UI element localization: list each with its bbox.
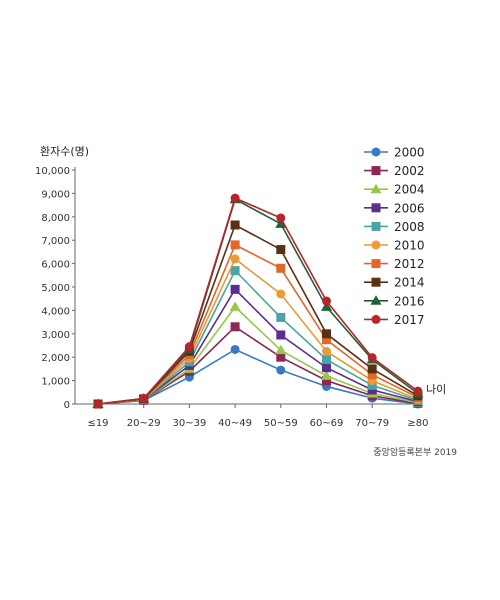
- legend-marker-2008: [371, 221, 381, 231]
- data-point-2008-3: [230, 266, 240, 276]
- legend-label-2006: 2006: [394, 201, 425, 215]
- data-point-2016-5: [321, 301, 332, 311]
- legend-label-2008: 2008: [394, 220, 425, 234]
- y-tick-label: 3,000: [41, 330, 70, 341]
- x-tick-label: 70~79: [355, 418, 389, 429]
- y-tick-label: 2,000: [41, 353, 70, 364]
- data-point-2012-4: [276, 263, 286, 273]
- data-point-2004-4: [275, 344, 287, 355]
- data-point-2014-5: [322, 329, 331, 339]
- data-point-2000-4: [276, 365, 286, 375]
- data-point-2017-3: [230, 193, 240, 203]
- y-tick-label: 6,000: [41, 260, 70, 271]
- data-point-2004-3: [229, 301, 241, 311]
- x-tick-label: 50~59: [264, 418, 298, 429]
- data-point-2017-7: [413, 386, 423, 396]
- data-point-2017-0: [93, 399, 103, 409]
- y-tick-label: 0: [64, 400, 70, 411]
- legend-marker-2014: [371, 277, 381, 287]
- data-point-2014-6: [367, 364, 377, 374]
- legend-marker-2006: [371, 203, 381, 213]
- x-tick-label: 40~49: [218, 418, 252, 429]
- y-tick-label: 8,000: [41, 213, 70, 224]
- legend-marker-2017: [371, 314, 381, 324]
- data-point-2006-5: [322, 363, 331, 373]
- legend-marker-2000: [371, 147, 381, 157]
- legend-label-2017: 2017: [394, 313, 425, 327]
- data-point-2002-3: [230, 322, 240, 332]
- source-note: 중앙암등록본부 2019: [373, 446, 457, 458]
- series-line-2017: [97, 196, 419, 405]
- y-axis-label: 환자수(명): [40, 145, 89, 158]
- data-point-2014-3: [230, 220, 240, 230]
- data-point-2006-4: [276, 330, 286, 340]
- data-point-2010-5: [322, 346, 331, 356]
- legend-marker-2012: [371, 259, 381, 269]
- data-point-2014-4: [276, 245, 286, 255]
- data-point-2008-6: [367, 380, 377, 390]
- data-point-2017-1: [139, 393, 149, 403]
- data-point-2012-5: [322, 335, 331, 345]
- legend-label-2000: 2000: [394, 146, 425, 160]
- data-point-2017-5: [322, 296, 331, 306]
- series-line-2000: [97, 348, 419, 405]
- legend-label-2016: 2016: [394, 294, 425, 308]
- data-point-2008-5: [322, 355, 331, 365]
- legend-marker-2010: [371, 240, 381, 250]
- x-tick-label: 20~29: [127, 418, 161, 429]
- data-point-2012-3: [230, 240, 240, 250]
- series-group: [92, 193, 424, 409]
- y-tick-label: 1,000: [41, 377, 70, 388]
- data-point-2012-6: [367, 370, 377, 380]
- legend-label-2010: 2010: [394, 239, 425, 253]
- legend-label-2004: 2004: [394, 183, 425, 197]
- y-tick-labels: 0 1,000 2,000 3,000 4,000 5,000 6,000 7,000 8,00…: [35, 166, 75, 411]
- y-tick-label: 5,000: [41, 283, 70, 294]
- legend-marker-2004: [370, 183, 382, 194]
- data-point-2006-6: [367, 385, 377, 395]
- x-tick-labels: ≤19 20~29 30~39 40~49 50~59 60~69 70~79 ≥80: [87, 404, 428, 429]
- legend-marker-2016: [370, 295, 382, 305]
- y-tick-label: 9,000: [41, 189, 70, 200]
- data-point-2002-4: [276, 352, 286, 362]
- data-point-2010-4: [276, 289, 286, 299]
- data-point-2017-2: [184, 342, 194, 352]
- data-point-2017-6: [367, 353, 377, 363]
- legend: 2000 2002 2004 2006 2008 2010 2012 2014 2016 2017: [364, 146, 425, 327]
- data-point-2006-3: [230, 284, 240, 294]
- y-tick-label: 10,000: [35, 166, 70, 177]
- data-point-2010-3: [230, 254, 240, 264]
- legend-label-2014: 2014: [394, 276, 425, 290]
- data-point-2008-4: [276, 312, 286, 322]
- data-point-2002-5: [322, 376, 331, 386]
- legend-label-2012: 2012: [394, 257, 425, 271]
- y-tick-label: 7,000: [41, 236, 70, 247]
- legend-marker-2002: [371, 166, 381, 176]
- data-point-2017-4: [276, 213, 286, 223]
- x-axis-label: 나이: [426, 383, 446, 396]
- data-point-2004-5: [321, 370, 332, 380]
- legend-label-2002: 2002: [394, 164, 425, 178]
- x-tick-label: ≤19: [87, 418, 108, 429]
- x-tick-label: 30~39: [172, 418, 206, 429]
- data-point-2016-4: [275, 218, 287, 228]
- y-tick-label: 4,000: [41, 306, 70, 317]
- x-tick-label: ≥80: [407, 418, 428, 429]
- data-point-2000-3: [230, 344, 240, 354]
- x-tick-label: 60~69: [310, 418, 344, 429]
